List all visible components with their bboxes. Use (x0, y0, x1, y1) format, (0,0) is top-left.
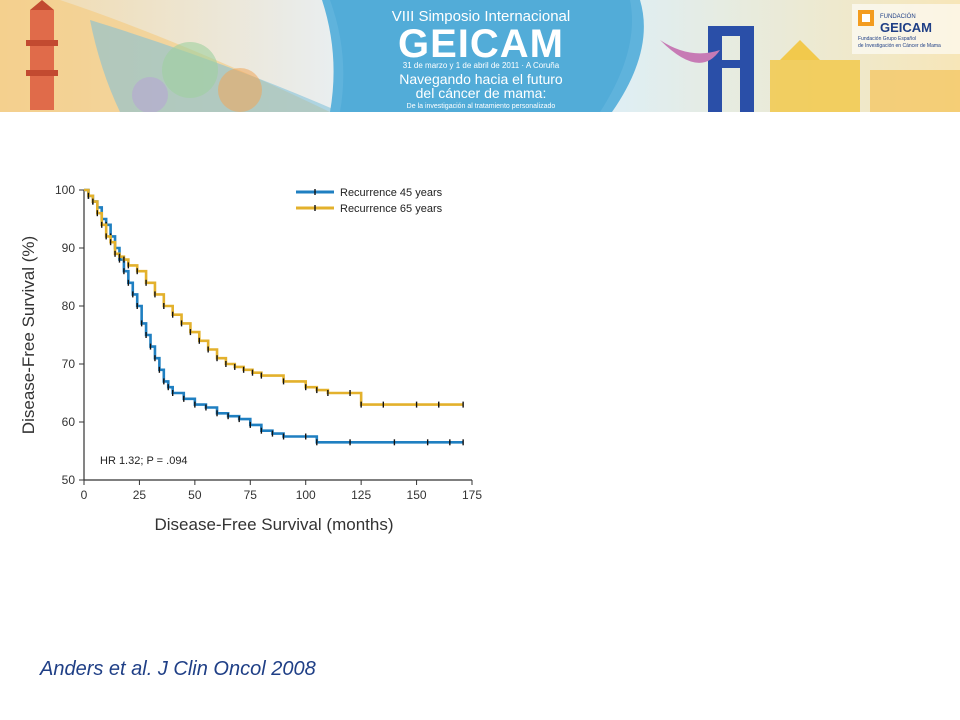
logo-sub-2: de Investigación en Cáncer de Mama (858, 43, 941, 49)
hazard-ratio-annotation: HR 1.32; P = .094 (100, 455, 188, 467)
y-tick-label: 100 (55, 183, 75, 197)
banner-tagline-1: Navegando hacia el futuro (399, 71, 563, 87)
citation-text: Anders et al. J Clin Oncol 2008 (40, 658, 316, 680)
logo-sub-1: Fundación Grupo Español (858, 36, 916, 42)
survival-chart: 0 25 50 75 100 125 150 175 50 60 70 80 90 100 Recurre… (0, 170, 500, 550)
y-tick-label: 90 (62, 241, 76, 255)
chart-axes (83, 190, 472, 481)
chart-ticks: 0 25 50 75 100 125 150 175 50 60 70 80 90 100 (55, 183, 482, 502)
building-icon (708, 26, 722, 112)
series-line-2 (84, 188, 464, 406)
chart-lines (84, 188, 464, 446)
survival-chart-svg: 0 25 50 75 100 125 150 175 50 60 70 80 90 100 Recurre… (19, 183, 482, 534)
x-axis-label: Disease-Free Survival (months) (154, 515, 393, 534)
y-tick-label: 80 (62, 299, 76, 313)
legend-label: Recurrence 65 years (340, 203, 443, 215)
logo-small-text: FUNDACIÓN (880, 13, 916, 20)
x-tick-label: 150 (407, 488, 427, 502)
x-tick-label: 75 (244, 488, 258, 502)
tower-icon (30, 10, 54, 110)
y-tick-label: 60 (62, 415, 76, 429)
logo-name: GEICAM (880, 20, 932, 35)
x-tick-label: 100 (296, 488, 316, 502)
x-tick-label: 25 (133, 488, 147, 502)
x-tick-label: 50 (188, 488, 202, 502)
banner-tagline-3: De la investigación al tratamiento perso… (407, 103, 556, 110)
banner-brand: GEICAM (398, 22, 564, 66)
y-tick-label: 70 (62, 357, 76, 371)
x-tick-label: 0 (81, 488, 88, 502)
banner-edition: VIII Simposio Internacional (392, 8, 570, 25)
x-tick-label: 175 (462, 488, 482, 502)
symposium-banner: FUNDACIÓN GEICAM Fundación Grupo Español… (0, 0, 960, 112)
y-tick-label: 50 (62, 473, 76, 487)
y-axis-label: Disease-Free Survival (%) (19, 236, 38, 434)
fish-icon (660, 40, 720, 63)
x-tick-label: 125 (351, 488, 371, 502)
banner-tagline-2: del cáncer de mama: (416, 85, 547, 101)
banner-dates: 31 de marzo y 1 de abril de 2011 · A Cor… (403, 61, 560, 70)
banner-artwork: FUNDACIÓN GEICAM Fundación Grupo Español… (0, 0, 960, 112)
chart-legend: Recurrence 45 years Recurrence 65 years (296, 187, 443, 215)
legend-label: Recurrence 45 years (340, 187, 443, 199)
